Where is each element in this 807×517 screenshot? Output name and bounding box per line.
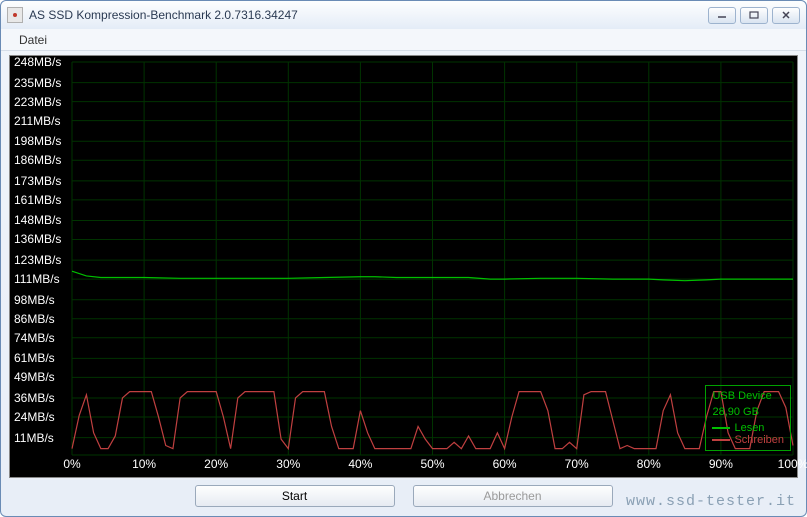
y-tick-label: 186MB/s bbox=[14, 153, 61, 167]
x-tick-label: 100% bbox=[778, 457, 807, 471]
legend-write-swatch bbox=[712, 439, 730, 441]
y-tick-label: 49MB/s bbox=[14, 370, 55, 384]
x-tick-label: 50% bbox=[420, 457, 444, 471]
y-tick-label: 198MB/s bbox=[14, 134, 61, 148]
y-tick-label: 74MB/s bbox=[14, 331, 55, 345]
y-tick-label: 248MB/s bbox=[14, 55, 61, 69]
legend-read-label: Lesen bbox=[734, 422, 764, 434]
app-icon bbox=[7, 7, 23, 23]
start-button[interactable]: Start bbox=[195, 485, 395, 507]
y-tick-label: 148MB/s bbox=[14, 213, 61, 227]
y-tick-label: 123MB/s bbox=[14, 253, 61, 267]
chart-svg bbox=[10, 56, 797, 477]
x-tick-label: 30% bbox=[276, 457, 300, 471]
watermark: www.ssd-tester.it bbox=[626, 493, 796, 510]
legend-read-row: Lesen bbox=[712, 422, 784, 434]
y-tick-label: 86MB/s bbox=[14, 312, 55, 326]
titlebar: AS SSD Kompression-Benchmark 2.0.7316.34… bbox=[1, 1, 806, 29]
y-tick-label: 161MB/s bbox=[14, 193, 61, 207]
maximize-button[interactable] bbox=[740, 7, 768, 24]
y-tick-label: 136MB/s bbox=[14, 232, 61, 246]
y-tick-label: 223MB/s bbox=[14, 95, 61, 109]
legend-size: 28,90 GB bbox=[712, 406, 784, 418]
y-tick-label: 111MB/s bbox=[14, 272, 60, 286]
x-tick-label: 20% bbox=[204, 457, 228, 471]
menubar: Datei bbox=[1, 29, 806, 51]
y-tick-label: 24MB/s bbox=[14, 410, 55, 424]
y-axis-labels: 248MB/s 235MB/s 223MB/s 211MB/s 198MB/s 186MB… bbox=[10, 56, 70, 455]
y-tick-label: 11MB/s bbox=[14, 431, 54, 445]
y-tick-label: 173MB/s bbox=[14, 174, 61, 188]
y-tick-label: 98MB/s bbox=[14, 293, 55, 307]
legend-device: USB Device bbox=[712, 390, 784, 402]
x-tick-label: 90% bbox=[709, 457, 733, 471]
y-tick-label: 235MB/s bbox=[14, 76, 61, 90]
legend-read-swatch bbox=[712, 427, 730, 429]
x-tick-label: 60% bbox=[493, 457, 517, 471]
window-controls bbox=[708, 7, 800, 24]
x-axis-labels: 0%10%20%30%40%50%60%70%80%90%100% bbox=[72, 457, 793, 475]
chart-area: 248MB/s 235MB/s 223MB/s 211MB/s 198MB/s 186MB… bbox=[9, 55, 798, 478]
legend-box: USB Device 28,90 GB Lesen Schreiben bbox=[705, 385, 791, 451]
close-button[interactable] bbox=[772, 7, 800, 24]
abort-button[interactable]: Abbrechen bbox=[413, 485, 613, 507]
y-tick-label: 61MB/s bbox=[14, 351, 55, 365]
menu-file[interactable]: Datei bbox=[11, 31, 55, 49]
window-frame: AS SSD Kompression-Benchmark 2.0.7316.34… bbox=[0, 0, 807, 517]
x-tick-label: 80% bbox=[637, 457, 661, 471]
y-tick-label: 211MB/s bbox=[14, 114, 60, 128]
x-tick-label: 10% bbox=[132, 457, 156, 471]
window-title: AS SSD Kompression-Benchmark 2.0.7316.34… bbox=[29, 8, 708, 22]
x-tick-label: 0% bbox=[63, 457, 80, 471]
x-tick-label: 70% bbox=[565, 457, 589, 471]
minimize-button[interactable] bbox=[708, 7, 736, 24]
legend-write-row: Schreiben bbox=[712, 434, 784, 446]
x-tick-label: 40% bbox=[348, 457, 372, 471]
legend-write-label: Schreiben bbox=[734, 434, 784, 446]
y-tick-label: 36MB/s bbox=[14, 391, 55, 405]
